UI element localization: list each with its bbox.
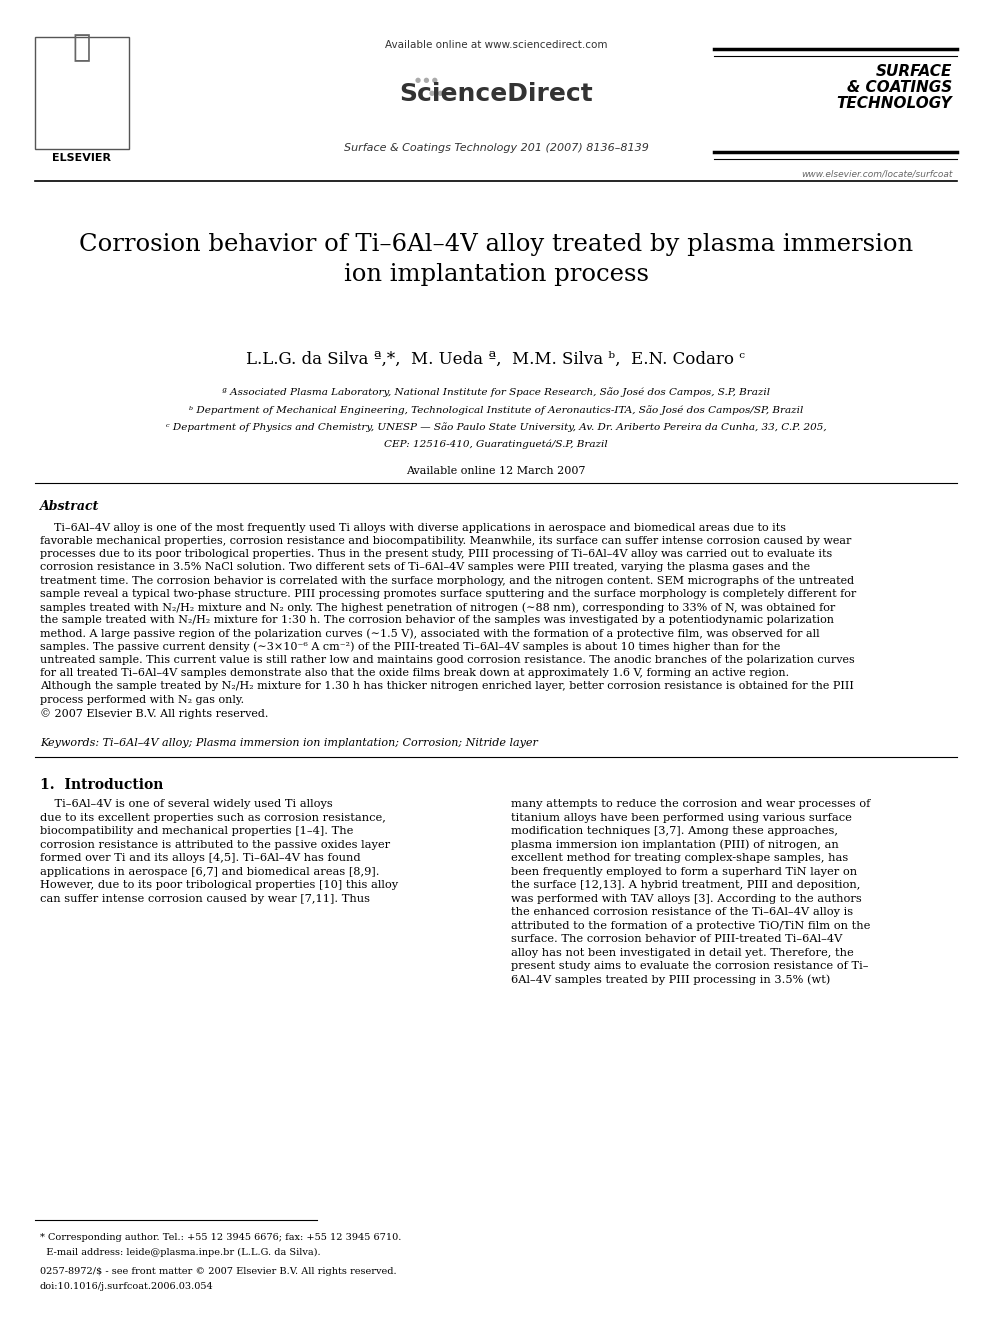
Text: due to its excellent properties such as corrosion resistance,: due to its excellent properties such as … [40,812,386,823]
Text: favorable mechanical properties, corrosion resistance and biocompatibility. Mean: favorable mechanical properties, corrosi… [40,536,851,546]
Text: Ti–6Al–4V is one of several widely used Ti alloys: Ti–6Al–4V is one of several widely used … [40,799,332,810]
Text: sample reveal a typical two-phase structure. PIII processing promotes surface sp: sample reveal a typical two-phase struct… [40,589,856,599]
Text: processes due to its poor tribological properties. Thus in the present study, PI: processes due to its poor tribological p… [40,549,832,560]
Text: 0257-8972/$ - see front matter © 2007 Elsevier B.V. All rights reserved.: 0257-8972/$ - see front matter © 2007 El… [40,1267,397,1277]
Text: Ti–6Al–4V alloy is one of the most frequently used Ti alloys with diverse applic: Ti–6Al–4V alloy is one of the most frequ… [40,523,786,533]
Text: corrosion resistance in 3.5% NaCl solution. Two different sets of Ti–6Al–4V samp: corrosion resistance in 3.5% NaCl soluti… [40,562,809,573]
Text: biocompatibility and mechanical properties [1–4]. The: biocompatibility and mechanical properti… [40,826,353,836]
Text: Although the sample treated by N₂/H₂ mixture for 1.30 h has thicker nitrogen enr: Although the sample treated by N₂/H₂ mix… [40,681,853,692]
Text: ● ● ●: ● ● ● [415,77,438,83]
Text: However, due to its poor tribological properties [10] this alloy: However, due to its poor tribological pr… [40,880,398,890]
Text: ScienceDirect: ScienceDirect [399,82,593,106]
Text: the surface [12,13]. A hybrid treatment, PIII and deposition,: the surface [12,13]. A hybrid treatment,… [511,880,860,890]
Text: attributed to the formation of a protective TiO/TiN film on the: attributed to the formation of a protect… [511,921,870,930]
Text: excellent method for treating complex-shape samples, has: excellent method for treating complex-sh… [511,853,848,863]
Text: method. A large passive region of the polarization curves (∼1.5 V), associated w: method. A large passive region of the po… [40,628,819,639]
Text: modification techniques [3,7]. Among these approaches,: modification techniques [3,7]. Among the… [511,826,838,836]
Text: untreated sample. This current value is still rather low and maintains good corr: untreated sample. This current value is … [40,655,854,665]
Text: titanium alloys have been performed using various surface: titanium alloys have been performed usin… [511,812,852,823]
Text: SURFACE
& COATINGS
TECHNOLOGY: SURFACE & COATINGS TECHNOLOGY [836,64,952,111]
Text: corrosion resistance is attributed to the passive oxides layer: corrosion resistance is attributed to th… [40,840,390,849]
Text: for all treated Ti–6Al–4V samples demonstrate also that the oxide films break do: for all treated Ti–6Al–4V samples demons… [40,668,789,679]
Text: 6Al–4V samples treated by PIII processing in 3.5% (wt): 6Al–4V samples treated by PIII processin… [511,975,830,986]
Text: treatment time. The corrosion behavior is correlated with the surface morphology: treatment time. The corrosion behavior i… [40,576,854,586]
Text: samples treated with N₂/H₂ mixture and N₂ only. The highest penetration of nitro: samples treated with N₂/H₂ mixture and N… [40,602,835,613]
Text: process performed with N₂ gas only.: process performed with N₂ gas only. [40,695,244,705]
Text: Surface & Coatings Technology 201 (2007) 8136–8139: Surface & Coatings Technology 201 (2007)… [343,143,649,153]
Text: Abstract: Abstract [40,500,99,513]
Text: Available online at www.sciencedirect.com: Available online at www.sciencedirect.co… [385,40,607,50]
Text: ● ●: ● ● [430,90,443,97]
Bar [35,37,129,149]
Text: ᵇ Department of Mechanical Engineering, Technological Institute of Aeronautics-I: ᵇ Department of Mechanical Engineering, … [188,405,804,414]
Text: Keywords: Ti–6Al–4V alloy; Plasma immersion ion implantation; Corrosion; Nitride: Keywords: Ti–6Al–4V alloy; Plasma immers… [40,738,538,749]
Text: doi:10.1016/j.surfcoat.2006.03.054: doi:10.1016/j.surfcoat.2006.03.054 [40,1282,213,1291]
Text: www.elsevier.com/locate/surfcoat: www.elsevier.com/locate/surfcoat [801,169,952,179]
Text: can suffer intense corrosion caused by wear [7,11]. Thus: can suffer intense corrosion caused by w… [40,893,370,904]
Text: present study aims to evaluate the corrosion resistance of Ti–: present study aims to evaluate the corro… [511,960,868,971]
Text: was performed with TAV alloys [3]. According to the authors: was performed with TAV alloys [3]. Accor… [511,893,862,904]
Text: CEP: 12516-410, Guaratinguetá/S.P, Brazil: CEP: 12516-410, Guaratinguetá/S.P, Brazi… [384,439,608,448]
Text: been frequently employed to form a superhard TiN layer on: been frequently employed to form a super… [511,867,857,877]
Text: * Corresponding author. Tel.: +55 12 3945 6676; fax: +55 12 3945 6710.: * Corresponding author. Tel.: +55 12 394… [40,1233,401,1242]
Text: many attempts to reduce the corrosion and wear processes of: many attempts to reduce the corrosion an… [511,799,870,810]
Text: samples. The passive current density (∼3×10⁻⁶ A cm⁻²) of the PIII-treated Ti–6Al: samples. The passive current density (∼3… [40,642,780,652]
Text: alloy has not been investigated in detail yet. Therefore, the: alloy has not been investigated in detai… [511,947,854,958]
Text: ª Associated Plasma Laboratory, National Institute for Space Research, São José : ª Associated Plasma Laboratory, National… [222,388,770,397]
Text: Corrosion behavior of Ti–6Al–4V alloy treated by plasma immersion
ion implantati: Corrosion behavior of Ti–6Al–4V alloy tr… [79,233,913,286]
Text: surface. The corrosion behavior of PIII-treated Ti–6Al–4V: surface. The corrosion behavior of PIII-… [511,934,842,945]
Text: ELSEVIER: ELSEVIER [52,153,111,164]
Text: formed over Ti and its alloys [4,5]. Ti–6Al–4V has found: formed over Ti and its alloys [4,5]. Ti–… [40,853,360,863]
Text: ᶜ Department of Physics and Chemistry, UNESP — São Paulo State University, Av. D: ᶜ Department of Physics and Chemistry, U… [166,422,826,431]
Text: Available online 12 March 2007: Available online 12 March 2007 [407,466,585,476]
Text: 1.  Introduction: 1. Introduction [40,778,163,792]
Text: plasma immersion ion implantation (PIII) of nitrogen, an: plasma immersion ion implantation (PIII)… [511,840,838,851]
Text: © 2007 Elsevier B.V. All rights reserved.: © 2007 Elsevier B.V. All rights reserved… [40,708,268,718]
Text: the enhanced corrosion resistance of the Ti–6Al–4V alloy is: the enhanced corrosion resistance of the… [511,908,853,917]
Text: L.L.G. da Silva ª,*,  M. Ueda ª,  M.M. Silva ᵇ,  E.N. Codaro ᶜ: L.L.G. da Silva ª,*, M. Ueda ª, M.M. Sil… [246,351,746,368]
Text: E-mail address: leide@plasma.inpe.br (L.L.G. da Silva).: E-mail address: leide@plasma.inpe.br (L.… [40,1248,320,1257]
Text: 🌳: 🌳 [72,33,90,62]
Text: applications in aerospace [6,7] and biomedical areas [8,9].: applications in aerospace [6,7] and biom… [40,867,379,877]
Text: the sample treated with N₂/H₂ mixture for 1:30 h. The corrosion behavior of the : the sample treated with N₂/H₂ mixture fo… [40,615,833,626]
